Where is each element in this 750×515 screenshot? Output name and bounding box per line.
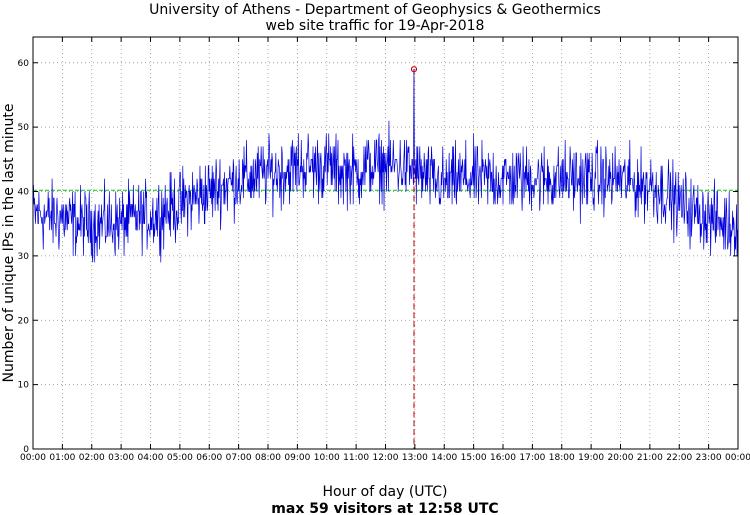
x-tick-label: 12:00 [373,453,399,463]
y-tick-label: 20 [18,316,30,326]
y-axis: 0 10 20 30 40 50 60 [18,59,738,455]
x-tick-label: 04:00 [138,453,164,463]
x-tick-label: 18:00 [549,453,575,463]
grid-lines [33,37,738,449]
plot-area [33,37,738,449]
x-axis-label: Hour of day (UTC) [323,484,448,500]
x-tick-label: 10:00 [314,453,340,463]
x-tick-label: 23:00 [696,453,722,463]
x-tick-label: 08:00 [255,453,281,463]
y-tick-label: 30 [18,252,30,262]
x-tick-label: 03:00 [108,453,134,463]
x-axis: 00:00 01:00 02:00 03:00 04:00 05:00 06:00 07:00… [20,37,750,463]
chart-title: University of Athens - Department of Geo… [149,2,601,18]
x-tick-label: 14:00 [431,453,457,463]
x-tick-label: 20:00 [608,453,634,463]
x-tick-label: 06:00 [196,453,222,463]
chart-subtitle: web site traffic for 19-Apr-2018 [266,18,485,34]
traffic-series-line [32,69,738,263]
y-tick-label: 60 [18,59,30,69]
x-tick-label: 11:00 [343,453,369,463]
x-tick-label: 00:00 [20,453,46,463]
x-tick-label: 17:00 [519,453,545,463]
y-tick-label: 10 [18,381,30,391]
x-tick-label: 22:00 [666,453,692,463]
x-tick-label: 05:00 [167,453,193,463]
x-tick-label: 15:00 [461,453,487,463]
x-tick-label: 09:00 [284,453,310,463]
y-tick-label: 40 [18,188,30,198]
y-tick-label: 0 [23,445,29,455]
peak-marker [410,66,418,73]
x-tick-label: 21:00 [637,453,663,463]
x-tick-label: 19:00 [578,453,604,463]
x-tick-label: 16:00 [490,453,516,463]
y-axis-label: Number of unique IPs in the last minute [1,104,17,383]
y-tick-label: 50 [18,123,30,133]
max-visitors-note: max 59 visitors at 12:58 UTC [271,501,498,515]
series-group [32,69,738,263]
x-tick-label: 13:00 [402,453,428,463]
x-tick-label: 02:00 [79,453,105,463]
peak-marker-group [410,66,418,73]
x-tick-label: 07:00 [226,453,252,463]
x-tick-label: 01:00 [49,453,75,463]
x-tick-label: 00:00 [725,453,750,463]
